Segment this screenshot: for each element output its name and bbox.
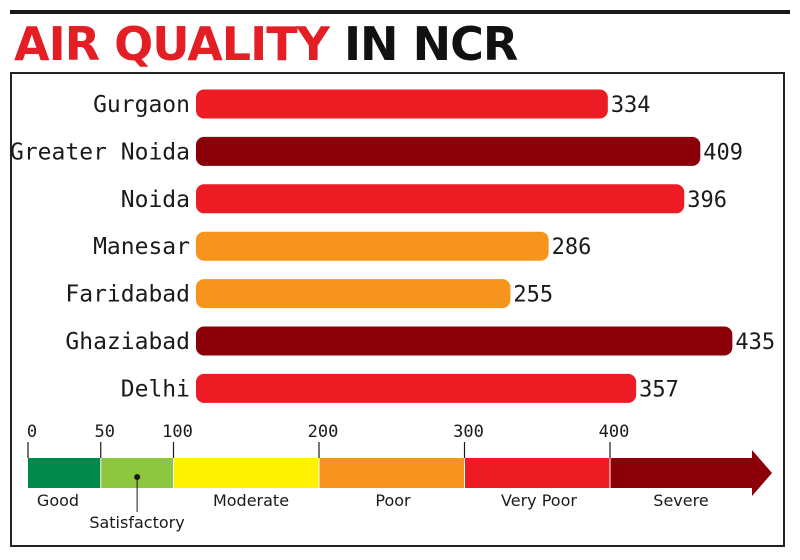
scale-band-severe bbox=[610, 458, 752, 488]
value-label-gurgaon: 334 bbox=[611, 93, 651, 118]
bar-gurgaon bbox=[196, 89, 608, 119]
chart-frame bbox=[10, 72, 785, 547]
scale-tick-100: 100 bbox=[162, 422, 193, 442]
bar-greater-noida bbox=[196, 136, 701, 166]
bar-faridabad bbox=[196, 279, 511, 309]
value-label-manesar: 286 bbox=[552, 235, 592, 260]
bar-delhi bbox=[196, 373, 637, 403]
value-label-ghaziabad: 435 bbox=[735, 330, 775, 355]
value-label-faridabad: 255 bbox=[513, 283, 553, 308]
bar-noida bbox=[196, 184, 685, 214]
scale-tick-50: 50 bbox=[95, 422, 115, 442]
scale-band-very-poor bbox=[464, 458, 610, 488]
bar-label-manesar: Manesar bbox=[93, 234, 190, 260]
title-part-black: IN NCR bbox=[343, 17, 518, 71]
scale-tick-0: 0 bbox=[27, 422, 37, 442]
scale-category-moderate: Moderate bbox=[213, 491, 289, 510]
top-rule bbox=[10, 10, 790, 14]
bar-manesar bbox=[196, 231, 549, 261]
value-label-greater-noida: 409 bbox=[703, 140, 743, 165]
scale-category-poor: Poor bbox=[375, 491, 411, 510]
bar-label-faridabad: Faridabad bbox=[65, 282, 190, 308]
scale-category-very-poor: Very Poor bbox=[501, 491, 577, 510]
bar-label-noida: Noida bbox=[121, 187, 190, 213]
scale-tick-400: 400 bbox=[599, 422, 630, 442]
scale-category-satisfactory: Satisfactory bbox=[89, 513, 184, 532]
scale-band-moderate bbox=[173, 458, 319, 488]
scale-tick-200: 200 bbox=[308, 422, 339, 442]
bar-label-gurgaon: Gurgaon bbox=[93, 92, 190, 118]
value-label-noida: 396 bbox=[687, 188, 727, 213]
bar-ghaziabad bbox=[196, 326, 733, 356]
scale-band-good bbox=[28, 458, 101, 488]
bar-label-ghaziabad: Ghaziabad bbox=[65, 329, 190, 355]
scale-category-severe: Severe bbox=[653, 491, 708, 510]
scale-arrow-head bbox=[752, 450, 772, 496]
bar-label-delhi: Delhi bbox=[121, 376, 190, 402]
scale-tick-300: 300 bbox=[453, 422, 484, 442]
bar-label-greater-noida: Greater Noida bbox=[10, 139, 190, 165]
scale-category-good: Good bbox=[37, 491, 79, 510]
scale-band-poor bbox=[319, 458, 465, 488]
chart-title: AIR QUALITY IN NCR bbox=[14, 17, 518, 71]
value-label-delhi: 357 bbox=[639, 377, 679, 402]
title-part-red: AIR QUALITY bbox=[14, 17, 330, 71]
